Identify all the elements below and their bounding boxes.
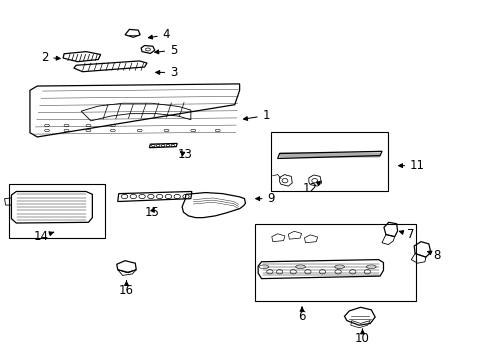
Bar bbox=[9, 184, 104, 238]
Text: 4: 4 bbox=[148, 28, 170, 41]
Text: 11: 11 bbox=[398, 159, 424, 172]
Text: 6: 6 bbox=[298, 307, 305, 324]
Text: 3: 3 bbox=[156, 66, 177, 79]
Text: 13: 13 bbox=[177, 148, 192, 161]
Text: 1: 1 bbox=[243, 109, 270, 122]
Text: 2: 2 bbox=[41, 51, 60, 64]
Bar bbox=[255, 224, 415, 301]
Text: 8: 8 bbox=[427, 249, 440, 262]
Text: 9: 9 bbox=[255, 192, 275, 205]
Text: 15: 15 bbox=[144, 207, 159, 220]
Text: 16: 16 bbox=[119, 281, 134, 297]
Text: 12: 12 bbox=[302, 181, 320, 195]
Bar bbox=[271, 132, 387, 192]
Text: 7: 7 bbox=[399, 228, 413, 241]
Text: 5: 5 bbox=[155, 44, 177, 57]
Text: 14: 14 bbox=[33, 230, 54, 243]
Text: 10: 10 bbox=[354, 329, 369, 345]
